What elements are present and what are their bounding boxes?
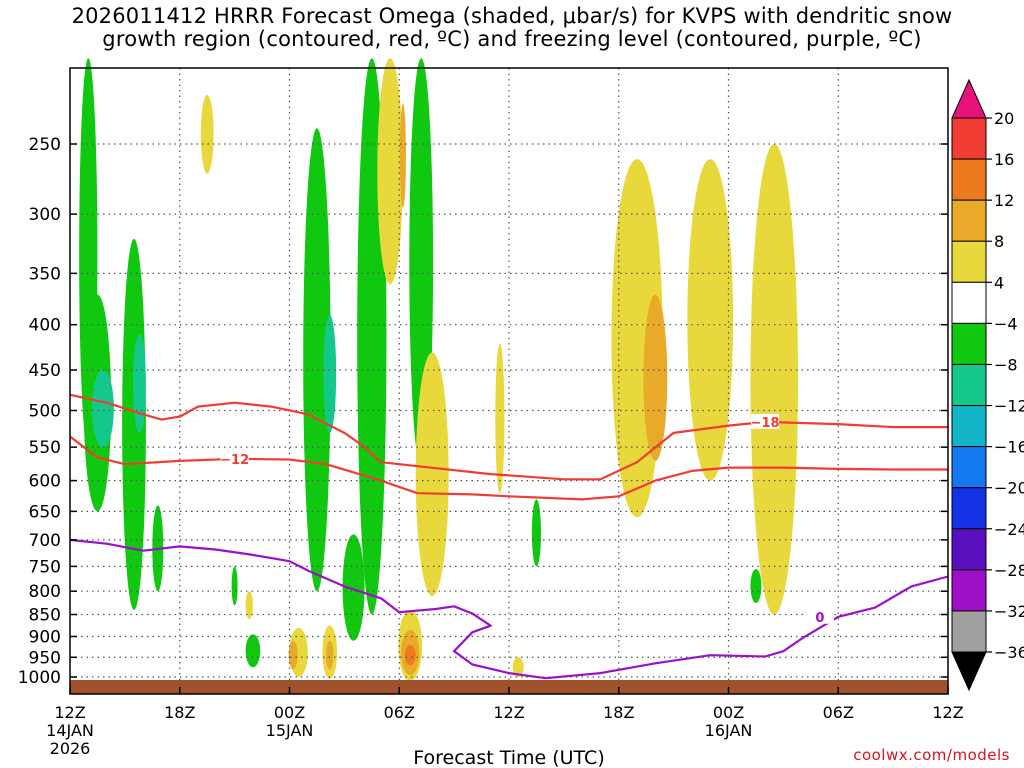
colorbar-bin-12 bbox=[952, 570, 986, 611]
colorbar-bin-2 bbox=[952, 159, 986, 200]
colorbar: 20 16 12 8 4 −4 −8 −12 −16 −20 −24 −28 −32 −36 bbox=[952, 80, 1024, 690]
x-tick-label-18: 06Z bbox=[384, 703, 415, 722]
y-tick-label-1000: 1000 bbox=[18, 668, 61, 688]
y-tick-label-700: 700 bbox=[29, 531, 61, 551]
y-tick-label-750: 750 bbox=[29, 557, 61, 577]
x-axis-label: Forecast Time (UTC) bbox=[413, 747, 604, 768]
omega-cell--4-10 bbox=[750, 569, 761, 603]
y-tick-label-400: 400 bbox=[29, 316, 61, 336]
omega-cell-8-2 bbox=[289, 641, 298, 669]
y-tick-label-650: 650 bbox=[29, 502, 61, 522]
x-tick-label-6: 18Z bbox=[164, 703, 195, 722]
omega-cell-4-9 bbox=[495, 343, 504, 493]
y-tick-label-250: 250 bbox=[29, 135, 61, 155]
x-tick-label-24: 12Z bbox=[493, 703, 524, 722]
colorbar-label-2: 12 bbox=[994, 191, 1014, 210]
contour-label-dgz_minus18: −18 bbox=[751, 416, 780, 431]
x-tick-label-42: 06Z bbox=[823, 703, 854, 722]
y-tick-label-350: 350 bbox=[29, 264, 61, 284]
x-tick-date-36: 16JAN bbox=[705, 721, 753, 740]
y-tick-label-600: 600 bbox=[29, 472, 61, 492]
y-tick-label-900: 900 bbox=[29, 627, 61, 647]
x-tick-date-0: 14JAN bbox=[46, 721, 94, 740]
colorbar-bin-4 bbox=[952, 241, 986, 282]
cross-section-chart: −12 −18 0 250 300 350 400 450 500 550 600 650 700 75… bbox=[0, 0, 1024, 768]
contour-label-freezing_level: 0 bbox=[815, 611, 824, 626]
colorbar-bin-9 bbox=[952, 447, 986, 488]
colorbar-label-7: −12 bbox=[994, 397, 1024, 416]
omega-cell--4-7 bbox=[246, 634, 261, 667]
omega-cell--8-1 bbox=[133, 334, 146, 433]
contour-label-dgz_minus12: −12 bbox=[220, 453, 249, 468]
y-tick-label-500: 500 bbox=[29, 402, 61, 422]
omega-cell-4-3 bbox=[416, 353, 449, 596]
omega-cell--8-0 bbox=[92, 370, 114, 447]
credit-text: coolwx.com/models bbox=[853, 746, 1010, 764]
y-tick-label-950: 950 bbox=[29, 648, 61, 668]
y-tick-label-550: 550 bbox=[29, 438, 61, 458]
x-tick-label-30: 18Z bbox=[603, 703, 634, 722]
colorbar-arrow-bottom bbox=[952, 652, 986, 690]
colorbar-label-5: −4 bbox=[994, 314, 1018, 333]
x-tick-label-48: 12Z bbox=[932, 703, 963, 722]
colorbar-bin-7 bbox=[952, 364, 986, 405]
x-tick-label-36: 00Z bbox=[713, 703, 744, 722]
colorbar-bin-8 bbox=[952, 406, 986, 447]
colorbar-bin-11 bbox=[952, 529, 986, 570]
colorbar-label-13: −36 bbox=[994, 643, 1024, 662]
colorbar-label-6: −8 bbox=[994, 355, 1018, 374]
omega-cell-8-3 bbox=[326, 641, 333, 669]
omega-cell--4-9 bbox=[532, 499, 541, 566]
omega-band-12 bbox=[405, 645, 416, 665]
omega-cell-12-0 bbox=[405, 645, 416, 665]
omega-cell-4-5 bbox=[201, 95, 214, 174]
omega-cell--4-8 bbox=[232, 566, 238, 605]
y-tick-label-300: 300 bbox=[29, 205, 61, 225]
y-tick-label-850: 850 bbox=[29, 606, 61, 626]
colorbar-bin-3 bbox=[952, 200, 986, 241]
colorbar-label-4: 4 bbox=[994, 273, 1004, 292]
omega-cell-8-0 bbox=[643, 295, 667, 461]
colorbar-label-1: 16 bbox=[994, 150, 1014, 169]
omega-cell--8-2 bbox=[323, 315, 336, 433]
x-tick-label-0: 12Z bbox=[54, 703, 85, 722]
colorbar-label-12: −32 bbox=[994, 602, 1024, 621]
colorbar-label-9: −20 bbox=[994, 479, 1024, 498]
colorbar-bin-1 bbox=[952, 118, 986, 159]
colorbar-bin-5 bbox=[952, 282, 986, 323]
omega-cell-4-1 bbox=[687, 159, 733, 481]
x-tick-date-12: 15JAN bbox=[266, 721, 314, 740]
x-tick-year-0: 2026 bbox=[50, 739, 91, 758]
colorbar-bin-10 bbox=[952, 488, 986, 529]
colorbar-label-10: −24 bbox=[994, 520, 1024, 539]
y-tick-label-800: 800 bbox=[29, 582, 61, 602]
colorbar-label-8: −16 bbox=[994, 438, 1024, 457]
colorbar-label-11: −28 bbox=[994, 561, 1024, 580]
x-tick-label-12: 00Z bbox=[274, 703, 305, 722]
colorbar-arrow-top bbox=[952, 80, 986, 118]
colorbar-bin-13 bbox=[952, 611, 986, 652]
y-tick-label-450: 450 bbox=[29, 361, 61, 381]
colorbar-label-0: 20 bbox=[994, 109, 1014, 128]
colorbar-label-3: 8 bbox=[994, 232, 1004, 251]
omega-cell-8-4 bbox=[400, 103, 406, 207]
colorbar-bin-6 bbox=[952, 323, 986, 364]
